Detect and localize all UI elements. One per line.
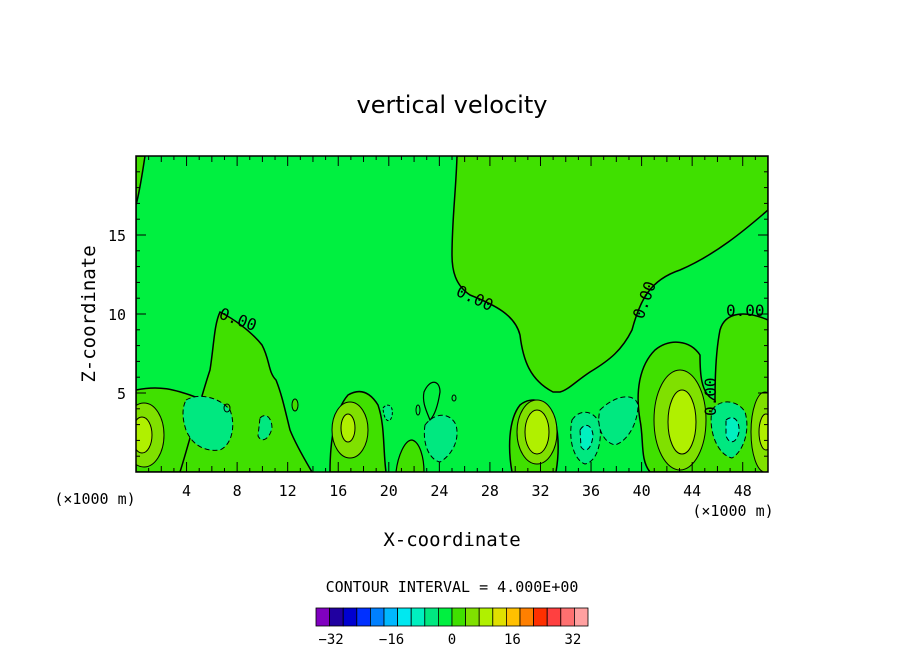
- downdraft-region-6: [182, 395, 234, 451]
- colorbar-swatch: [478, 607, 494, 627]
- y-tick-label: 5: [117, 385, 126, 403]
- colorbar-tick-label: 0: [448, 632, 456, 648]
- contour-feature-27: [451, 394, 457, 402]
- x-tick-label: 44: [683, 482, 701, 500]
- updraft-core-32-inner: [524, 409, 550, 455]
- x-tick-label: 36: [582, 482, 600, 500]
- updraft-core-right-inner: [758, 413, 768, 451]
- colorbar-swatch: [560, 607, 575, 627]
- updraft-core-16-inner: [340, 413, 356, 443]
- colorbar-swatch: [315, 607, 331, 627]
- colorbar-swatch: [533, 607, 548, 627]
- colorbar-swatch: [356, 607, 371, 627]
- downdraft-core-36: [579, 424, 594, 451]
- contour-label-4: 0.00: [726, 301, 765, 320]
- colorbar-swatch: [424, 607, 439, 627]
- y-axis-ticks: 5 10 15: [108, 171, 768, 457]
- colorbar-swatch: [465, 607, 480, 627]
- contour-feature-7: [223, 403, 231, 413]
- colorbar-tick-label: 32: [564, 632, 581, 648]
- colorbar-tick-label: 16: [504, 632, 521, 648]
- x-unit-right: (×1000 m): [692, 502, 773, 520]
- contour-label-5: 0.00: [701, 377, 720, 416]
- colorbar-labels: −32 −16 0 16 32: [318, 632, 581, 648]
- y-tick-label: 10: [108, 306, 126, 324]
- positive-region-right-main: [451, 156, 768, 393]
- x-tick-label: 12: [279, 482, 297, 500]
- chart-title: vertical velocity: [357, 91, 548, 119]
- y-axis-label: Z-coordinate: [78, 245, 100, 382]
- x-tick-label: 16: [329, 482, 347, 500]
- contour-feature-23: [415, 404, 421, 416]
- colorbar-swatch: [342, 607, 358, 627]
- contour-feature-24: [422, 381, 441, 422]
- updraft-core-left-inner: [136, 416, 153, 454]
- colorbar-swatch: [546, 607, 562, 627]
- updraft-core-44-inner: [667, 389, 697, 455]
- x-tick-label: 40: [633, 482, 651, 500]
- colorbar-swatch: [369, 607, 385, 627]
- downdraft-region-38: [598, 396, 639, 446]
- x-tick-label: 48: [734, 482, 752, 500]
- colorbar-swatch: [397, 607, 412, 627]
- colorbar-tick-label: −16: [379, 632, 404, 648]
- plot-area: [136, 156, 768, 472]
- downdraft-region-22: [423, 414, 458, 463]
- colorbar-swatch: [383, 607, 399, 627]
- downdraft-region-10: [257, 415, 273, 441]
- colorbar-swatch: [437, 607, 453, 627]
- x-axis-ticks: 4 8 12 16 20 24 28 32 36 40 44 48: [148, 156, 756, 500]
- x-tick-label: 32: [531, 482, 549, 500]
- colorbar-swatch: [574, 607, 589, 627]
- colorbar-swatch: [505, 607, 521, 627]
- colorbar-swatch: [451, 607, 467, 627]
- colorbar-swatch: [492, 607, 507, 627]
- contour-feature-12: [291, 398, 299, 412]
- colorbar-swatch: [329, 607, 344, 627]
- x-tick-label: 8: [233, 482, 242, 500]
- x-tick-label: 28: [481, 482, 499, 500]
- x-unit-left: (×1000 m): [54, 490, 135, 508]
- colorbar-swatch: [519, 607, 535, 627]
- colorbar: [315, 607, 589, 627]
- downdraft-core-46: [725, 417, 740, 443]
- y-tick-label: 15: [108, 227, 126, 245]
- contour-feature-20: [395, 439, 425, 472]
- x-tick-label: 20: [380, 482, 398, 500]
- x-axis-label: X-coordinate: [383, 529, 520, 551]
- x-tick-label: 4: [182, 482, 191, 500]
- colorbar-tick-label: −32: [318, 632, 343, 648]
- colorbar-swatch: [410, 607, 426, 627]
- downdraft-speck-19: [382, 404, 393, 422]
- x-tick-label: 24: [430, 482, 448, 500]
- contour-interval-text: CONTOUR INTERVAL = 4.000E+00: [326, 578, 579, 596]
